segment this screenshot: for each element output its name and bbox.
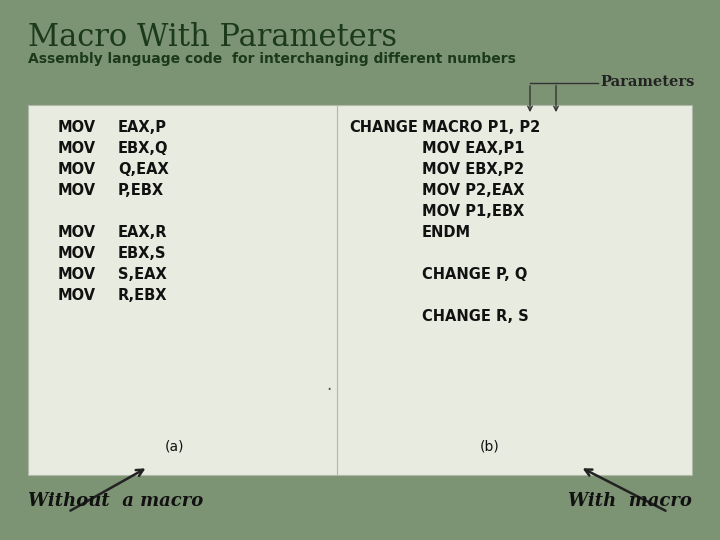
Text: MOV P2,EAX: MOV P2,EAX: [422, 183, 524, 198]
Text: EBX,Q: EBX,Q: [118, 141, 168, 156]
Text: Assembly language code  for interchanging different numbers: Assembly language code for interchanging…: [28, 52, 516, 66]
Text: MOV: MOV: [58, 183, 96, 198]
Text: With  macro: With macro: [568, 492, 692, 510]
Text: EAX,P: EAX,P: [118, 120, 167, 135]
Text: (b): (b): [480, 439, 500, 453]
Text: Macro With Parameters: Macro With Parameters: [28, 22, 397, 53]
Text: MOV P1,EBX: MOV P1,EBX: [422, 204, 524, 219]
Text: MOV: MOV: [58, 246, 96, 261]
Text: EAX,R: EAX,R: [118, 225, 168, 240]
Text: MOV: MOV: [58, 267, 96, 282]
Text: S,EAX: S,EAX: [118, 267, 167, 282]
Text: Parameters: Parameters: [600, 75, 694, 89]
Text: MOV EAX,P1: MOV EAX,P1: [422, 141, 524, 156]
Text: MOV: MOV: [58, 225, 96, 240]
Text: MOV: MOV: [58, 288, 96, 303]
Text: MOV: MOV: [58, 120, 96, 135]
Text: R,EBX: R,EBX: [118, 288, 168, 303]
Text: MOV EBX,P2: MOV EBX,P2: [422, 162, 524, 177]
Text: CHANGE R, S: CHANGE R, S: [422, 309, 528, 324]
Bar: [28, 105, 692, 475]
Text: Q,EAX: Q,EAX: [118, 162, 168, 177]
Text: (a): (a): [166, 439, 185, 453]
Text: P,EBX: P,EBX: [118, 183, 164, 198]
Text: ENDM: ENDM: [422, 225, 471, 240]
Text: CHANGE P, Q: CHANGE P, Q: [422, 267, 527, 282]
Text: .: .: [326, 376, 331, 394]
Text: MOV: MOV: [58, 141, 96, 156]
Text: Without  a macro: Without a macro: [28, 492, 203, 510]
Text: EBX,S: EBX,S: [118, 246, 166, 261]
Text: MOV: MOV: [58, 162, 96, 177]
Text: CHANGE: CHANGE: [348, 120, 418, 135]
Text: MACRO P1, P2: MACRO P1, P2: [422, 120, 540, 135]
